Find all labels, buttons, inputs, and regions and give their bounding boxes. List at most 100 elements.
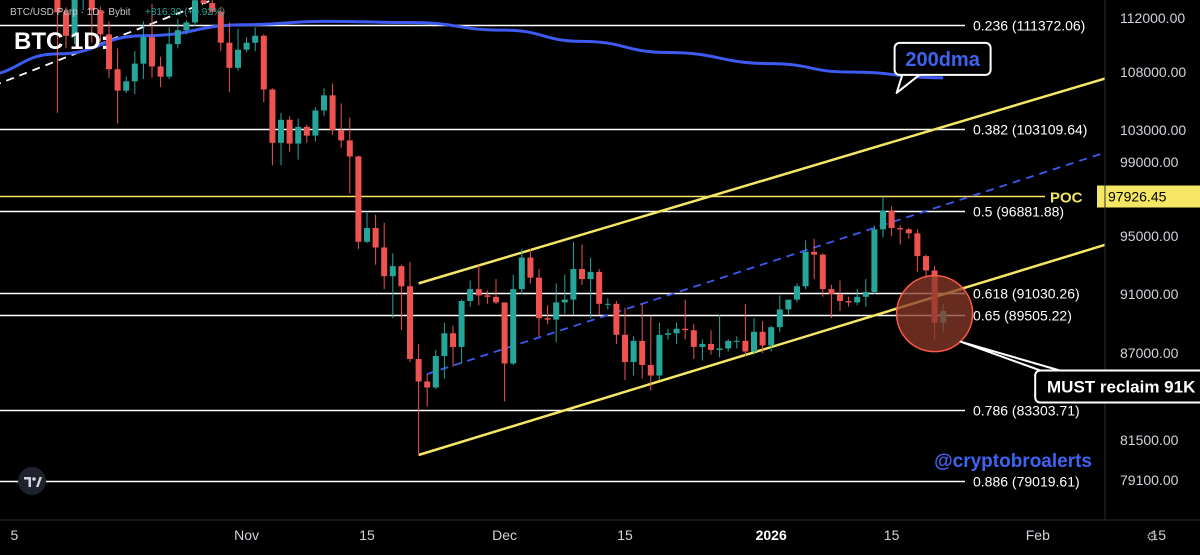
trendline-channel-lower	[418, 243, 1105, 457]
candle-2025-12-11	[587, 257, 594, 319]
candle-2025-12-06	[544, 305, 551, 325]
candle-body	[415, 359, 422, 382]
candle-2025-12-23	[690, 324, 697, 359]
price-axis[interactable]: 112000.00 108000.00 103000.00 99000.00 95000…	[1120, 10, 1186, 488]
candle-2025-10-13	[82, 0, 84, 11]
symbol-line[interactable]: BTC/USD Perp · 1D · Bybit	[10, 7, 131, 18]
candle-body	[407, 286, 413, 359]
candle-2026-01-15	[888, 206, 895, 236]
candle-body	[192, 0, 198, 23]
candle-body	[424, 381, 431, 388]
candle-body	[716, 348, 723, 350]
candle-2025-12-13	[604, 298, 611, 310]
candle-body	[699, 343, 706, 347]
candle-body	[114, 69, 121, 91]
fib-label-0.65: 0.65 (89505.22)	[973, 308, 1072, 324]
candle-2025-10-19	[131, 51, 138, 95]
trendline-channel-upper	[418, 77, 1105, 285]
candle-body	[338, 130, 345, 141]
fib-label-0.5: 0.5 (96881.88)	[973, 204, 1064, 220]
candle-2026-01-06	[811, 238, 818, 280]
time-axis[interactable]: 5Nov15Dec15202615Feb15Mar15	[11, 527, 1200, 543]
candle-2025-10-21	[149, 3, 155, 78]
candle-body	[897, 228, 904, 230]
candle-body	[579, 269, 585, 280]
candle-2025-10-20	[140, 21, 147, 79]
candle-2025-11-06	[286, 116, 293, 152]
candle-2026-01-16	[897, 225, 904, 245]
candle-body	[269, 89, 276, 143]
candle-2025-12-26	[716, 315, 723, 358]
candle-body	[183, 22, 190, 31]
candle-body	[286, 119, 293, 144]
candle-2026-01-07	[819, 253, 826, 297]
candle-2025-12-30	[751, 318, 757, 355]
candle-2025-11-04	[269, 88, 276, 166]
candle-body	[364, 228, 370, 242]
candle-2025-10-24	[174, 19, 181, 49]
candle-body	[613, 303, 620, 335]
candle-body	[905, 229, 912, 234]
fib-label-0.618: 0.618 (91030.26)	[973, 286, 1080, 302]
fib-label-0.786: 0.786 (83303.71)	[973, 403, 1080, 419]
candle-body	[243, 42, 250, 50]
candle-2025-12-21	[673, 322, 680, 344]
candle-2025-10-11	[63, 7, 69, 49]
candle-body	[260, 35, 267, 90]
tradingview-logo-icon[interactable]	[18, 467, 46, 495]
fib-label-0.886: 0.886 (79019.61)	[973, 474, 1080, 490]
candle-2026-01-04	[794, 283, 800, 303]
candle-body	[458, 301, 465, 347]
candle-body	[235, 49, 241, 68]
candle-2025-11-17	[381, 222, 388, 290]
candle-body	[596, 271, 603, 304]
candle-2025-10-26	[192, 0, 198, 27]
candle-body	[802, 251, 809, 287]
candle-body	[871, 229, 878, 292]
poc-value: 97926.45	[1108, 189, 1167, 205]
candle-2025-10-12	[71, 0, 78, 45]
date-tick: 15	[1150, 527, 1166, 543]
candle-2026-01-12	[862, 279, 869, 307]
candle-body	[673, 328, 680, 334]
candle-body	[888, 210, 895, 229]
candle-2025-12-02	[510, 274, 517, 365]
price-tick: 79100.00	[1120, 472, 1179, 488]
price-tick: 112000.00	[1120, 10, 1185, 26]
ma200-label: 200dma	[905, 49, 980, 71]
trendline-old-channel	[0, 0, 215, 85]
fib-labels: 0.236 (111372.06) 0.382 (103109.64) 0.5 (9…	[973, 18, 1087, 490]
candle-2026-01-02	[776, 295, 783, 332]
candle-body	[630, 340, 637, 362]
candles	[54, 0, 947, 455]
candle-body	[768, 327, 775, 346]
candle-2025-12-22	[682, 299, 689, 340]
candle-2025-10-10	[54, 0, 61, 113]
candle-body	[389, 266, 396, 277]
candle-body	[682, 328, 689, 331]
candle-body	[708, 343, 714, 350]
date-tick: 15	[617, 527, 633, 543]
candle-2025-11-01	[243, 37, 250, 53]
fib-label-0.382: 0.382 (103109.64)	[973, 122, 1087, 138]
candle-2025-11-25	[450, 325, 456, 367]
candle-2025-12-14	[613, 301, 620, 344]
candle-2025-12-31	[759, 321, 766, 353]
candle-2025-11-11	[329, 83, 336, 135]
candle-2025-12-20	[665, 328, 671, 340]
candle-2025-12-03	[518, 248, 525, 294]
candle-2026-01-14	[880, 196, 886, 238]
candle-2025-12-12	[596, 269, 603, 316]
candle-2025-11-10	[321, 88, 327, 117]
candle-2025-12-09	[570, 241, 577, 316]
candle-2026-01-08	[828, 284, 835, 319]
gear-icon[interactable]: ⚙	[1146, 530, 1158, 545]
candle-body	[828, 289, 835, 294]
candle-2025-12-16	[630, 336, 637, 376]
candle-2026-01-18	[914, 229, 921, 272]
ma200-callout: 200dma	[893, 41, 992, 94]
candle-body	[536, 277, 542, 319]
candle-body	[501, 302, 508, 364]
date-tick: Dec	[492, 527, 517, 543]
